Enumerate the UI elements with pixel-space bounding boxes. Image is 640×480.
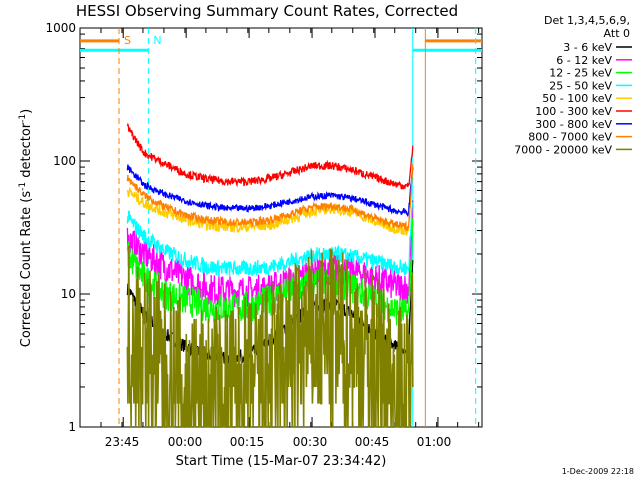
legend-header-1: Det 1,3,4,5,6,9, <box>544 14 630 27</box>
legend-entry-label: 25 - 50 keV <box>549 79 612 92</box>
x-tick-label-2345: 23:45 <box>105 435 140 449</box>
y-tick-label-100: 100 <box>53 154 76 168</box>
series-line <box>126 245 414 428</box>
legend-entry-label: 3 - 6 keV <box>563 41 612 54</box>
series-line <box>126 168 414 236</box>
legend-entry-label: 50 - 100 keV <box>542 92 612 105</box>
x-tick-label-0045: 00:45 <box>355 435 390 449</box>
series-line <box>126 122 414 190</box>
legend-entry-label: 6 - 12 keV <box>556 54 612 67</box>
y-tick-label-1000: 1000 <box>45 21 76 35</box>
data-series <box>126 122 414 428</box>
legend-header-2: Att 0 <box>604 27 630 40</box>
mode-marker-label: N <box>153 34 161 47</box>
x-tick-label-0100: 01:00 <box>417 435 452 449</box>
y-tick-label-10: 10 <box>61 287 76 301</box>
timestamp: 1-Dec-2009 22:18 <box>562 467 634 476</box>
legend-entry-label: 100 - 300 keV <box>535 105 612 118</box>
series-line <box>126 164 414 218</box>
x-tick-label-0000: 00:00 <box>168 435 203 449</box>
legend-entry-label: 800 - 7000 keV <box>528 131 612 144</box>
x-axis-label: Start Time (15-Mar-07 23:34:42) <box>176 454 387 469</box>
series-line <box>126 164 414 232</box>
y-axis-label: Corrected Count Rate (s-1 detector-1) <box>18 109 34 347</box>
chart-title: HESSI Observing Summary Count Rates, Cor… <box>76 2 458 20</box>
x-tick-label-0030: 00:30 <box>293 435 328 449</box>
mode-marker-label: S <box>124 34 131 47</box>
legend-entry-label: 12 - 25 keV <box>549 67 612 80</box>
x-tick-label-0015: 00:15 <box>230 435 265 449</box>
legend-entry-label: 300 - 800 keV <box>535 118 612 131</box>
series-line <box>126 202 414 279</box>
y-tick-label-1: 1 <box>68 420 76 434</box>
legend-entry-label: 7000 - 20000 keV <box>514 143 612 156</box>
